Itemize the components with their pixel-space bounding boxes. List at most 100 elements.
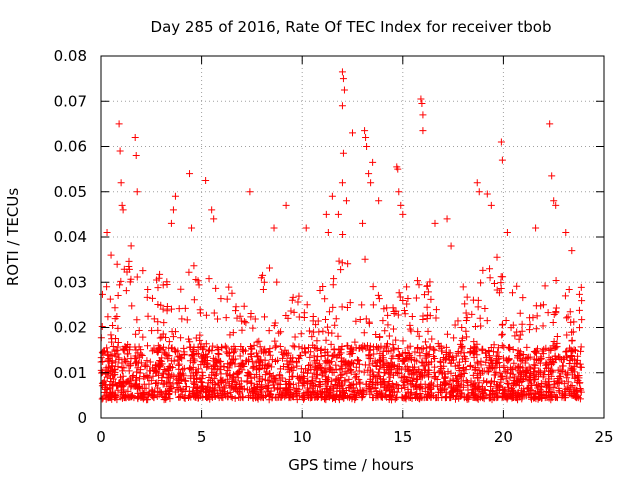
data-point — [289, 293, 297, 301]
data-point — [353, 372, 361, 380]
data-point — [295, 379, 303, 387]
data-point — [139, 333, 147, 341]
data-point — [509, 289, 517, 297]
data-point — [482, 358, 490, 366]
data-point — [464, 381, 472, 389]
x-tick-label: 25 — [594, 428, 613, 446]
data-point — [435, 368, 443, 376]
data-point — [270, 322, 278, 330]
data-point — [432, 306, 440, 314]
data-point — [177, 369, 185, 377]
data-point — [466, 363, 474, 371]
data-point — [499, 320, 507, 328]
data-point — [326, 391, 334, 399]
data-point — [167, 219, 175, 227]
data-point — [109, 322, 117, 330]
data-point — [385, 395, 393, 403]
data-point — [574, 377, 582, 385]
data-point — [431, 363, 439, 371]
data-point — [230, 349, 238, 357]
data-point — [108, 338, 116, 346]
data-point — [341, 368, 349, 376]
data-point — [571, 373, 579, 381]
data-point — [426, 312, 434, 320]
data-point — [372, 379, 380, 387]
data-point — [165, 352, 173, 360]
data-point — [314, 317, 322, 325]
data-point — [532, 325, 540, 333]
data-point — [362, 380, 370, 388]
data-point — [503, 379, 511, 387]
data-point — [416, 384, 424, 392]
data-point — [413, 390, 421, 398]
data-point — [333, 387, 341, 395]
data-point — [414, 375, 422, 383]
data-point — [103, 228, 111, 236]
data-point — [132, 152, 140, 160]
data-point — [253, 338, 261, 346]
data-point — [555, 387, 563, 395]
data-point — [522, 367, 530, 375]
data-point — [266, 351, 274, 359]
data-point — [474, 395, 482, 403]
data-point — [547, 360, 555, 368]
data-point — [345, 375, 353, 383]
data-point — [338, 179, 346, 187]
data-point — [414, 344, 422, 352]
data-point — [266, 390, 274, 398]
data-point — [158, 376, 166, 384]
data-point — [260, 278, 268, 286]
data-point — [324, 378, 332, 386]
data-point — [272, 376, 280, 384]
data-point — [257, 274, 265, 282]
data-point — [467, 345, 475, 353]
data-point — [474, 296, 482, 304]
data-point — [348, 359, 356, 367]
data-point — [348, 344, 356, 352]
data-point — [390, 346, 398, 354]
data-point — [441, 384, 449, 392]
data-point — [110, 366, 118, 374]
data-point — [385, 347, 393, 355]
data-point — [462, 316, 470, 324]
data-point — [343, 369, 351, 377]
data-point — [190, 379, 198, 387]
data-point — [205, 275, 213, 283]
data-point — [164, 355, 172, 363]
data-point — [338, 303, 346, 311]
data-point — [463, 314, 471, 322]
data-point — [432, 314, 440, 322]
data-point — [399, 337, 407, 345]
data-point — [321, 395, 329, 403]
y-tick-label: 0.04 — [54, 228, 87, 246]
data-point — [137, 359, 145, 367]
data-point — [337, 266, 345, 274]
data-point — [481, 386, 489, 394]
data-point — [282, 201, 290, 209]
data-point — [353, 391, 361, 399]
data-point — [287, 307, 295, 315]
data-point — [270, 375, 278, 383]
data-point — [277, 328, 285, 336]
data-point — [490, 341, 498, 349]
data-point — [462, 394, 470, 402]
data-point — [376, 362, 384, 370]
data-point — [372, 387, 380, 395]
data-point — [160, 366, 168, 374]
data-point — [574, 391, 582, 399]
data-point — [563, 314, 571, 322]
data-point — [196, 309, 204, 317]
data-point — [394, 311, 402, 319]
data-point — [553, 343, 561, 351]
data-point — [103, 389, 111, 397]
data-point — [407, 327, 415, 335]
data-point — [338, 68, 346, 76]
data-point — [399, 296, 407, 304]
data-point — [358, 301, 366, 309]
data-point — [211, 380, 219, 388]
data-point — [273, 278, 281, 286]
data-point — [370, 350, 378, 358]
data-point — [399, 349, 407, 357]
data-point — [109, 382, 117, 390]
data-point — [513, 282, 521, 290]
